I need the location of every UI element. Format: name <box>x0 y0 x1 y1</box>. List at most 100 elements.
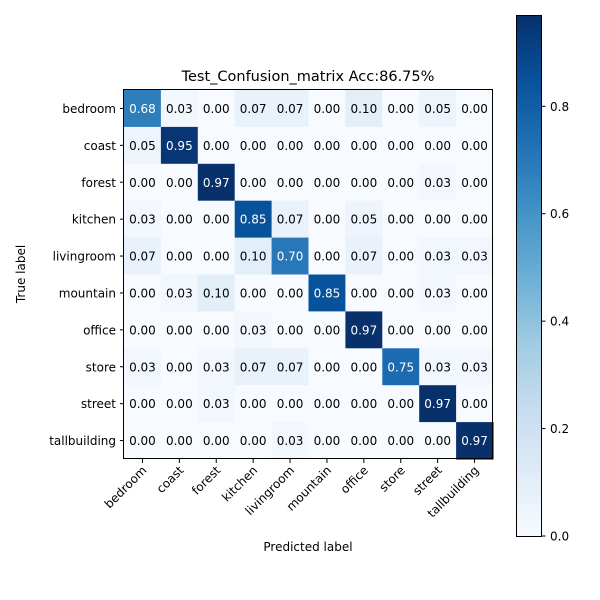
heatmap-cell <box>234 311 273 349</box>
cell-value-label: 0.70 <box>277 250 304 264</box>
cell-value-label: 0.00 <box>387 250 414 264</box>
cell-value-label: 0.00 <box>387 397 414 411</box>
cell-value-label: 0.00 <box>424 434 451 448</box>
heatmap-cell <box>456 163 494 202</box>
cell-value-label: 0.00 <box>277 397 304 411</box>
cell-value-label: 0.03 <box>424 360 451 374</box>
heatmap-cell <box>124 126 162 165</box>
cell-value-label: 0.00 <box>350 397 377 411</box>
cell-value-label: 0.00 <box>314 176 341 190</box>
heatmap-cell <box>382 348 420 386</box>
heatmap-cell <box>419 348 457 386</box>
cell-value-label: 0.00 <box>387 323 414 337</box>
cell-value-label: 0.00 <box>350 360 377 374</box>
heatmap-cell <box>124 348 162 386</box>
cell-value-label: 0.00 <box>203 102 230 116</box>
cell-value-label: 0.03 <box>277 434 304 448</box>
cell-value-label: 0.00 <box>314 323 341 337</box>
heatmap-cell <box>197 311 236 349</box>
cell-value-label: 0.00 <box>129 397 156 411</box>
heatmap-cell <box>419 126 457 165</box>
cell-value-label: 0.00 <box>129 286 156 300</box>
heatmap-cell <box>271 422 310 460</box>
cell-value-label: 0.05 <box>424 102 451 116</box>
cell-value-label: 0.75 <box>387 360 414 374</box>
heatmap-cell <box>197 348 236 386</box>
cell-value-label: 0.00 <box>203 323 230 337</box>
heatmap-cell <box>234 422 273 460</box>
heatmap-cell <box>234 200 273 239</box>
cell-value-label: 0.00 <box>240 176 267 190</box>
heatmap-cell <box>345 90 383 128</box>
cell-value-label: 0.00 <box>277 286 304 300</box>
cell-value-label: 0.00 <box>166 176 193 190</box>
heatmap-cell <box>345 126 383 165</box>
heatmap-cell <box>308 200 346 239</box>
cell-value-label: 0.97 <box>424 397 451 411</box>
cell-value-label: 0.00 <box>166 397 193 411</box>
cell-value-label: 0.00 <box>240 286 267 300</box>
heatmap-cell <box>382 311 420 349</box>
heatmap-cell <box>160 311 199 349</box>
cell-value-label: 0.00 <box>277 176 304 190</box>
cell-value-label: 0.00 <box>461 102 488 116</box>
cell-value-label: 0.00 <box>461 139 488 153</box>
heatmap-cell <box>345 237 383 276</box>
heatmap-cell <box>419 200 457 239</box>
cell-value-label: 0.03 <box>166 286 193 300</box>
heatmap-cell <box>345 385 383 423</box>
colorbar-tick-label: 0.2 <box>550 422 569 436</box>
cell-value-label: 0.00 <box>461 397 488 411</box>
heatmap-cell <box>234 237 273 276</box>
cell-value-label: 0.00 <box>129 434 156 448</box>
cell-value-label: 0.07 <box>277 360 304 374</box>
heatmap-cell <box>419 237 457 276</box>
cell-value-label: 0.00 <box>314 397 341 411</box>
heatmap-cell <box>345 200 383 239</box>
heatmap-cell <box>345 274 383 312</box>
heatmap-cell <box>234 385 273 423</box>
heatmap-cell <box>234 163 273 202</box>
heatmap-cell <box>160 90 199 128</box>
cell-value-label: 0.03 <box>129 213 156 227</box>
heatmap-cell <box>197 274 236 312</box>
cell-value-label: 0.10 <box>203 286 230 300</box>
heatmap-cell <box>124 385 162 423</box>
cell-value-label: 0.00 <box>387 102 414 116</box>
cell-value-label: 0.00 <box>387 176 414 190</box>
cell-value-label: 0.00 <box>166 434 193 448</box>
heatmap-cell <box>382 422 420 460</box>
heatmap-cell <box>382 126 420 165</box>
cell-value-label: 0.00 <box>387 139 414 153</box>
heatmap-cell <box>456 90 494 128</box>
y-tick-label: tallbuilding <box>49 434 116 448</box>
heatmap-cell <box>197 90 236 128</box>
heatmap-cell <box>124 200 162 239</box>
x-axis-label: Predicted label <box>263 540 352 554</box>
heatmap-cells <box>124 90 494 460</box>
cell-value-label: 0.03 <box>424 250 451 264</box>
cell-value-label: 0.07 <box>129 250 156 264</box>
colorbar-tick-label: 0.4 <box>550 315 569 329</box>
heatmap-cell <box>271 126 310 165</box>
y-tick-label: livingroom <box>53 250 116 264</box>
heatmap-cell <box>456 126 494 165</box>
cell-value-label: 0.00 <box>461 213 488 227</box>
heatmap-cell <box>160 126 199 165</box>
cell-value-label: 0.00 <box>350 434 377 448</box>
heatmap-cell <box>308 163 346 202</box>
cell-value-label: 0.00 <box>129 323 156 337</box>
heatmap-cell <box>234 274 273 312</box>
heatmap-cell <box>197 422 236 460</box>
cell-value-label: 0.00 <box>314 102 341 116</box>
cell-value-label: 0.00 <box>461 323 488 337</box>
cell-value-label: 0.00 <box>461 286 488 300</box>
cell-value-label: 0.10 <box>350 102 377 116</box>
cell-value-label: 0.00 <box>240 397 267 411</box>
heatmap-cell <box>271 311 310 349</box>
cell-value-label: 0.68 <box>129 102 156 116</box>
cell-value-label: 0.00 <box>314 213 341 227</box>
cell-value-label: 0.00 <box>203 434 230 448</box>
heatmap-cell <box>124 274 162 312</box>
